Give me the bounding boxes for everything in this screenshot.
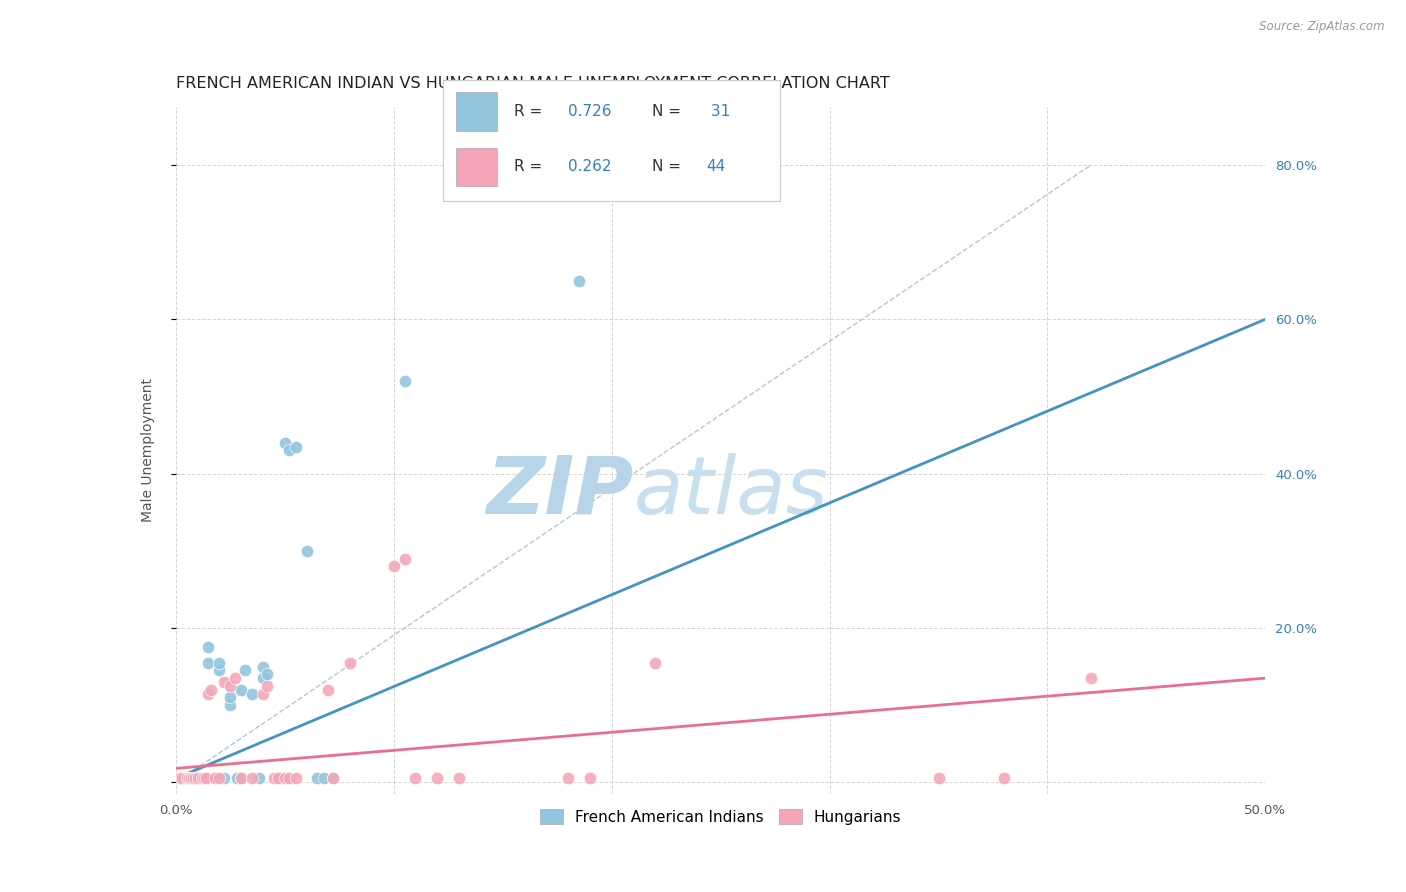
FancyBboxPatch shape [457, 148, 496, 186]
Point [394, 551, 416, 566]
Point [231, 772, 253, 786]
Point [284, 772, 307, 786]
Point [269, 772, 291, 786]
Text: N =: N = [652, 160, 686, 175]
Text: 0.262: 0.262 [568, 160, 612, 175]
Point [176, 772, 198, 786]
Point [252, 687, 274, 701]
Point [307, 772, 329, 786]
Point [312, 772, 335, 786]
Point [191, 772, 214, 786]
Point [644, 656, 666, 670]
Point [231, 772, 253, 786]
Text: R =: R = [513, 104, 547, 120]
Point [195, 772, 218, 786]
Legend: French American Indians, Hungarians: French American Indians, Hungarians [534, 803, 907, 830]
Point [247, 772, 270, 786]
Point [186, 772, 209, 786]
Point [200, 682, 222, 697]
Point [197, 656, 219, 670]
Point [426, 772, 449, 786]
Point [176, 772, 198, 786]
Point [240, 772, 263, 786]
Y-axis label: Male Unemployment: Male Unemployment [141, 378, 155, 523]
Point [240, 687, 263, 701]
Text: 0.726: 0.726 [568, 104, 612, 120]
Point [252, 659, 274, 673]
Point [252, 671, 274, 685]
Point [318, 682, 340, 697]
Point [180, 772, 202, 786]
Point [191, 772, 214, 786]
Point [219, 679, 242, 693]
Text: ZIP: ZIP [486, 452, 633, 531]
Point [177, 772, 200, 786]
Point [193, 772, 215, 786]
Text: Source: ZipAtlas.com: Source: ZipAtlas.com [1260, 20, 1385, 33]
Point [197, 640, 219, 655]
Point [263, 772, 285, 786]
Point [394, 374, 416, 388]
Point [256, 667, 278, 681]
Point [382, 559, 405, 574]
Point [219, 698, 242, 713]
Point [186, 772, 209, 786]
Point [579, 772, 602, 786]
Point [212, 772, 235, 786]
Point [169, 772, 191, 786]
Point [208, 664, 231, 678]
Point [1080, 671, 1102, 685]
Point [231, 682, 253, 697]
Point [235, 664, 257, 678]
Text: N =: N = [652, 104, 686, 120]
Point [204, 772, 226, 786]
Point [322, 772, 344, 786]
Point [267, 772, 290, 786]
Point [212, 675, 235, 690]
Point [181, 772, 204, 786]
Text: FRENCH AMERICAN INDIAN VS HUNGARIAN MALE UNEMPLOYMENT CORRELATION CHART: FRENCH AMERICAN INDIAN VS HUNGARIAN MALE… [176, 76, 890, 91]
Point [405, 772, 427, 786]
Point [176, 772, 198, 786]
Point [295, 543, 318, 558]
Point [339, 656, 361, 670]
Text: atlas: atlas [633, 452, 828, 531]
Point [208, 772, 231, 786]
Point [256, 679, 278, 693]
Point [186, 772, 209, 786]
FancyBboxPatch shape [457, 93, 496, 131]
Point [274, 435, 297, 450]
Point [224, 671, 246, 685]
Point [284, 440, 307, 454]
Point [278, 772, 301, 786]
Point [278, 443, 301, 458]
Point [274, 772, 297, 786]
Point [447, 772, 470, 786]
Point [993, 772, 1015, 786]
Point [568, 274, 591, 288]
Point [172, 772, 194, 786]
Point [181, 772, 204, 786]
Point [165, 772, 187, 786]
Point [208, 656, 231, 670]
Point [204, 772, 226, 786]
Text: 44: 44 [706, 160, 725, 175]
Point [184, 772, 207, 786]
Text: R =: R = [513, 160, 547, 175]
Point [219, 690, 242, 705]
Text: 31: 31 [706, 104, 730, 120]
Point [928, 772, 950, 786]
Point [197, 687, 219, 701]
Point [225, 772, 247, 786]
Point [322, 772, 344, 786]
Point [557, 772, 579, 786]
